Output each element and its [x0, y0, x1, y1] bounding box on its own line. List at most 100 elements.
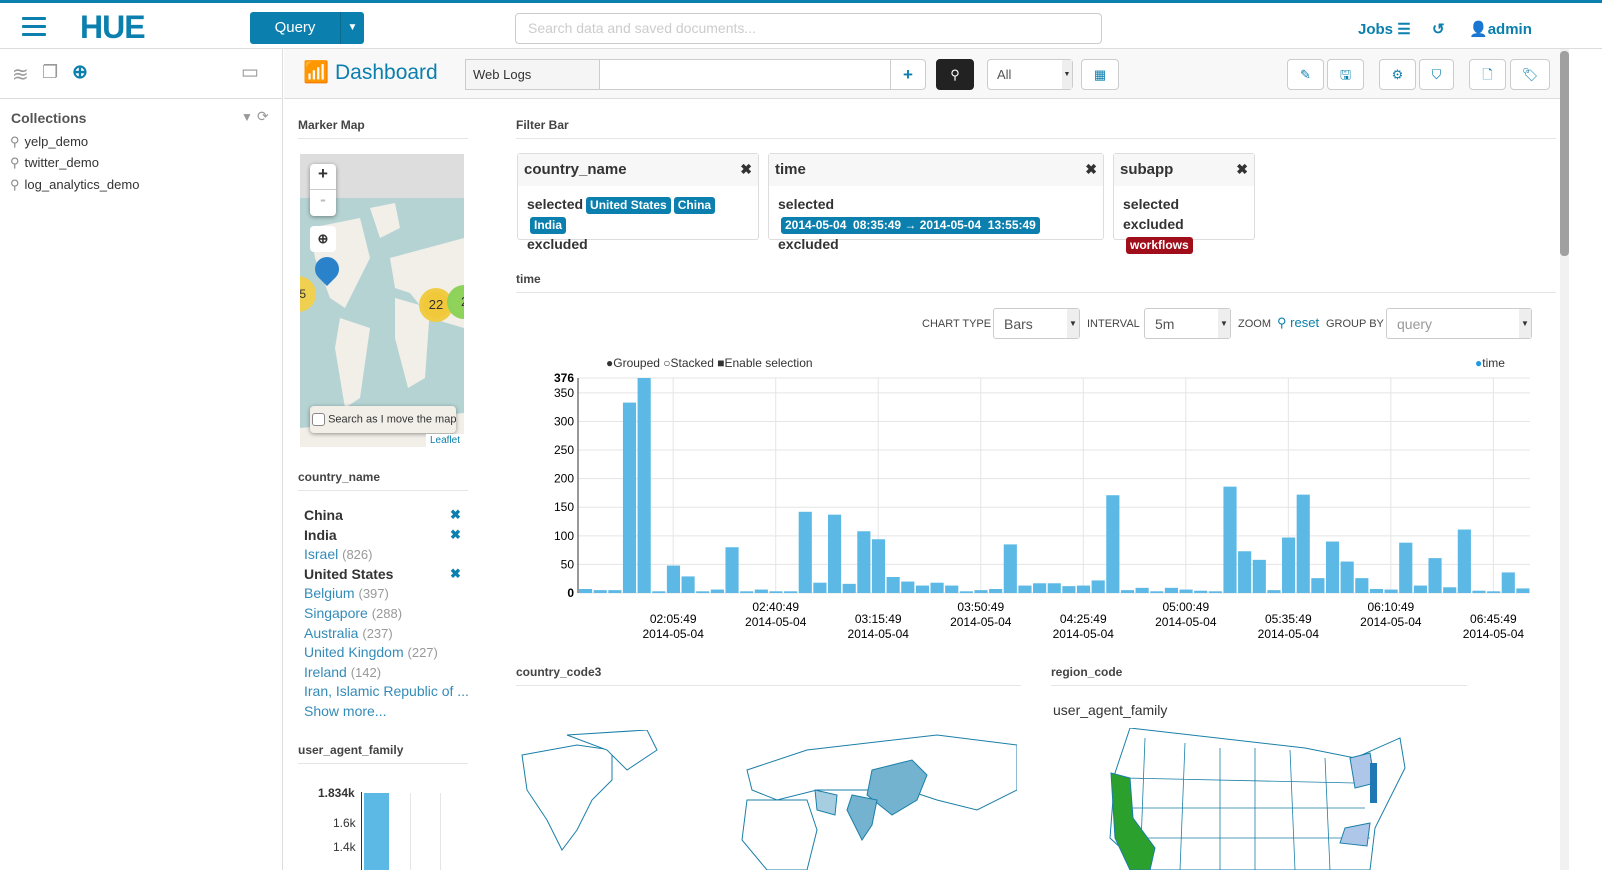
facet-item[interactable]: Australia (237)	[304, 625, 393, 641]
bar[interactable]	[696, 591, 710, 593]
bar[interactable]	[1223, 486, 1237, 593]
close-icon[interactable]: ✖	[1085, 161, 1097, 177]
collection-select[interactable]: Web Logs	[465, 59, 600, 90]
close-icon[interactable]: ✖	[1236, 161, 1248, 177]
bar[interactable]	[871, 539, 886, 593]
bar[interactable]	[886, 576, 900, 593]
bar[interactable]	[813, 582, 827, 593]
calendar-button[interactable]: ▦	[1081, 59, 1119, 90]
bar[interactable]	[1238, 551, 1252, 593]
group-by-select[interactable]: query ▼	[1386, 308, 1532, 339]
search-button[interactable]: ⚲	[936, 59, 974, 90]
bar[interactable]	[1428, 558, 1442, 593]
bookmark-button[interactable]: ⛉	[1419, 59, 1454, 90]
remove-filter-icon[interactable]: ✖	[450, 565, 461, 581]
facet-item[interactable]: Singapore (288)	[304, 605, 402, 621]
stacked-radio[interactable]: ○Stacked	[663, 356, 714, 370]
bar[interactable]	[666, 565, 681, 593]
bar[interactable]	[1487, 591, 1501, 593]
collection-item[interactable]: ⚲ log_analytics_demo	[10, 177, 139, 193]
scrollbar[interactable]	[1560, 49, 1569, 870]
bar[interactable]	[1076, 585, 1091, 593]
search-as-move-checkbox[interactable]: Search as I move the map	[310, 406, 456, 433]
close-icon[interactable]: ✖	[740, 161, 752, 177]
refresh-icon[interactable]: ⟳	[257, 108, 269, 124]
bar[interactable]	[681, 576, 695, 593]
grouped-radio[interactable]: ●Grouped	[606, 356, 660, 370]
bar[interactable]	[1135, 587, 1149, 593]
bar[interactable]	[1106, 495, 1120, 593]
bar[interactable]	[974, 590, 988, 593]
bar[interactable]	[1018, 585, 1032, 593]
show-more-link[interactable]: Show more...	[304, 703, 387, 719]
bar[interactable]	[1003, 544, 1017, 593]
filter-badge[interactable]: India	[530, 217, 567, 234]
bar[interactable]	[725, 547, 739, 593]
bar[interactable]	[1296, 494, 1310, 593]
date-filter-select[interactable]: All ▼	[987, 59, 1073, 90]
zoom-to-fit-icon[interactable]: ⊕	[310, 226, 336, 252]
filter-badge[interactable]: United States	[586, 197, 671, 214]
facet-item[interactable]: Iran, Islamic Republic of ...	[304, 683, 469, 699]
facet-item[interactable]: Israel (826)	[304, 546, 372, 562]
bar[interactable]	[710, 589, 724, 593]
bar[interactable]	[1062, 586, 1076, 593]
reset-zoom-link[interactable]: ⚲ reset	[1277, 315, 1319, 331]
bar[interactable]	[364, 793, 389, 870]
facet-item[interactable]: India	[304, 527, 337, 543]
remove-filter-icon[interactable]: ✖	[450, 526, 461, 542]
bar[interactable]	[1252, 559, 1266, 593]
time-bar-chart[interactable]: 05010015020025030035037602:05:492014-05-…	[530, 370, 1550, 650]
bar[interactable]	[1369, 588, 1384, 593]
documents-icon[interactable]: ❐	[42, 62, 59, 82]
bar[interactable]	[1472, 590, 1486, 593]
collection-item[interactable]: ⚲ twitter_demo	[10, 155, 99, 171]
bar[interactable]	[784, 591, 798, 593]
enable-selection-toggle[interactable]: ■Enable selection	[717, 356, 813, 370]
bar[interactable]	[1501, 572, 1515, 593]
search-plus-icon[interactable]: ⊕	[72, 62, 88, 83]
bar[interactable]	[959, 591, 973, 593]
legend-item[interactable]: ●time	[1475, 356, 1505, 370]
bar[interactable]	[1194, 590, 1208, 593]
bar[interactable]	[1033, 583, 1047, 593]
bar[interactable]	[740, 591, 754, 593]
bar[interactable]	[637, 378, 651, 593]
filter-icon[interactable]: ▼	[241, 110, 253, 124]
bar[interactable]	[827, 514, 842, 593]
bar[interactable]	[1150, 591, 1164, 593]
caret-down-icon[interactable]: ▼	[340, 12, 364, 44]
bar[interactable]	[754, 589, 768, 593]
facet-item[interactable]: Belgium (397)	[304, 585, 389, 601]
bar[interactable]	[593, 590, 607, 593]
filter-badge[interactable]: China	[673, 197, 716, 214]
facet-item[interactable]: United Kingdom (227)	[304, 644, 438, 660]
hue-logo[interactable]: HUE	[80, 9, 146, 45]
chart-type-select[interactable]: Bars ▼	[993, 308, 1080, 339]
jobs-link[interactable]: Jobs ☰	[1358, 20, 1411, 38]
bar[interactable]	[901, 581, 915, 593]
query-input[interactable]	[599, 59, 891, 90]
map-cluster[interactable]: 2	[447, 285, 464, 319]
bar[interactable]	[608, 590, 622, 593]
bar[interactable]	[1120, 590, 1135, 593]
bar[interactable]	[1384, 589, 1398, 593]
marker-map[interactable]: 5 22 2 + - ⊕ Search as I move the map Le…	[300, 154, 464, 447]
folder-open-icon[interactable]: ▭	[241, 62, 259, 83]
bar[interactable]	[798, 511, 812, 593]
history-icon[interactable]: ↺	[1432, 21, 1445, 38]
bar[interactable]	[989, 588, 1003, 593]
zoom-out-button[interactable]: -	[320, 190, 326, 209]
bar[interactable]	[1399, 542, 1413, 593]
excluded-badge[interactable]: workflows	[1126, 237, 1193, 254]
bar[interactable]	[915, 585, 930, 593]
checkbox[interactable]	[312, 413, 325, 426]
bar[interactable]	[1311, 578, 1325, 593]
bar[interactable]	[842, 583, 856, 593]
collection-item[interactable]: ⚲ yelp_demo	[10, 134, 88, 150]
bar[interactable]	[1516, 588, 1530, 593]
add-query-button[interactable]: +	[890, 59, 926, 90]
bar[interactable]	[1208, 591, 1222, 593]
bar[interactable]	[1267, 590, 1281, 593]
bar[interactable]	[930, 582, 944, 593]
